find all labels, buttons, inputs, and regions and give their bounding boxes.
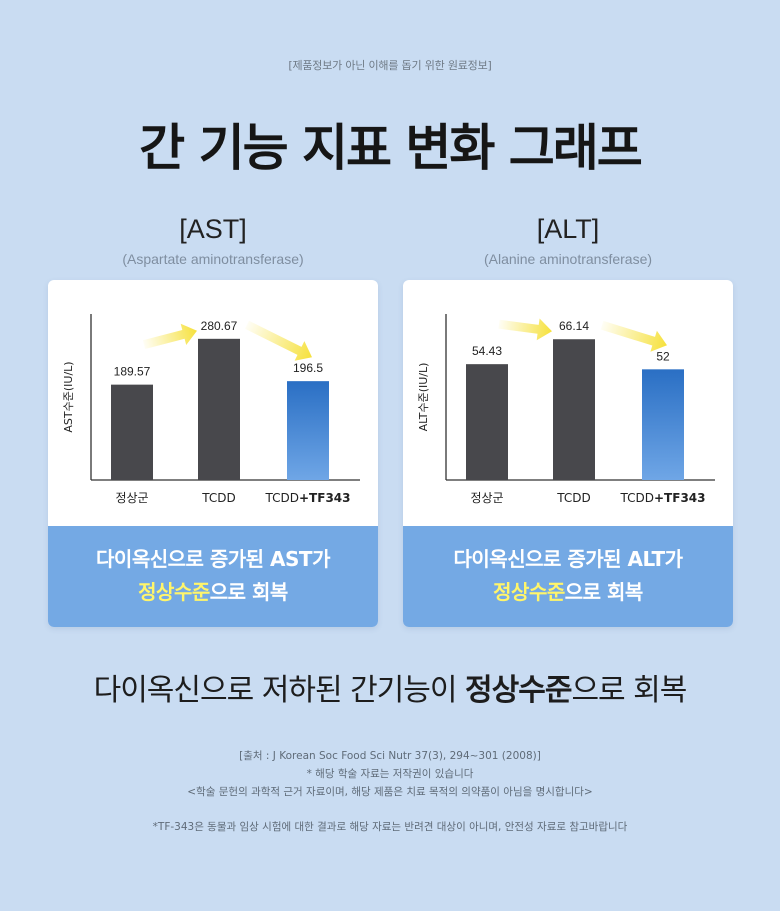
alt-band-rest: 으로 회복 xyxy=(564,580,644,604)
source-line: <학술 문헌의 과학적 근거 자료이며, 해당 제품은 치료 목적의 의약품이 … xyxy=(187,786,593,798)
bar-2 xyxy=(553,339,595,480)
category-label: TCDD xyxy=(201,491,236,505)
summary-bold: 정상수준 xyxy=(465,673,572,708)
category-label: 정상군 xyxy=(470,491,503,505)
ast-chart-title: [AST] xyxy=(179,214,247,244)
alt-bar-chart: ALT수준(IU/L) 54.43 정상군 66.14 TCDD 52 TCDD+TF343 xyxy=(417,314,715,505)
alt-chart-card: ALT수준(IU/L) 54.43 정상군 66.14 TCDD 52 TCDD+TF343… xyxy=(403,280,733,627)
category-label: TCDD+TF343 xyxy=(620,491,706,505)
arrow-down-icon xyxy=(245,320,312,361)
bar-1 xyxy=(111,384,153,480)
bar-1 xyxy=(466,364,508,480)
category-label: 정상군 xyxy=(115,491,148,505)
data-label: 52 xyxy=(656,349,670,363)
bar-3 xyxy=(642,369,684,480)
data-label: 66.14 xyxy=(559,319,589,333)
ast-band-line1: 다이옥신으로 증가된 AST가 xyxy=(96,547,330,571)
bar-3 xyxy=(287,381,329,480)
alt-chart-header: [ALT] (Alanine aminotransferase) xyxy=(403,214,733,267)
source-citation: [출처 : J Korean Soc Food Sci Nutr 37(3), … xyxy=(0,747,780,801)
bar-2 xyxy=(198,338,240,480)
ast-result-band: 다이옥신으로 증가된 AST가 정상수준으로 회복 xyxy=(48,526,378,627)
arrow-up-icon xyxy=(498,318,552,341)
data-label: 280.67 xyxy=(201,319,238,333)
ast-bar-chart: AST수준(IU/L) 189.57 정상군 280.67 TCDD 196.5 TCDD+… xyxy=(62,314,360,505)
alt-band-line1: 다이옥신으로 증가된 ALT가 xyxy=(453,547,683,571)
alt-band-highlight: 정상수준 xyxy=(493,580,565,604)
data-label: 189.57 xyxy=(114,365,151,379)
alt-band-line2: 정상수준으로 회복 xyxy=(403,576,733,609)
summary-suffix: 으로 회복 xyxy=(571,673,687,708)
source-line: [출처 : J Korean Soc Food Sci Nutr 37(3), … xyxy=(239,750,541,762)
page-title: 간 기능 지표 변화 그래프 xyxy=(139,119,643,177)
data-label: 54.43 xyxy=(472,344,502,358)
source-line: * 해당 학술 자료는 저작권이 있습니다 xyxy=(306,768,474,780)
arrow-down-icon xyxy=(600,320,667,352)
alt-result-band: 다이옥신으로 증가된 ALT가 정상수준으로 회복 xyxy=(403,526,733,627)
alt-chart-title: [ALT] xyxy=(536,214,600,244)
summary-prefix: 다이옥신으로 저하된 간기능이 xyxy=(93,673,466,708)
top-note: [제품정보가 아닌 이해를 돕기 위한 원료정보] xyxy=(288,59,492,72)
category-label: TCDD+TF343 xyxy=(265,491,351,505)
category-label: TCDD xyxy=(556,491,591,505)
alt-chart-subtitle: (Alanine aminotransferase) xyxy=(483,251,653,267)
summary-statement: 다이옥신으로 저하된 간기능이 정상수준으로 회복 xyxy=(0,665,780,709)
ast-band-rest: 으로 회복 xyxy=(209,580,289,604)
data-label: 196.5 xyxy=(293,361,323,375)
ast-chart-subtitle: (Aspartate aminotransferase) xyxy=(122,251,304,267)
ast-chart-card: AST수준(IU/L) 189.57 정상군 280.67 TCDD 196.5 TCDD+… xyxy=(48,280,378,627)
footnote: *TF-343은 동물과 임상 시험에 대한 결과로 해당 자료는 반려견 대상… xyxy=(152,821,628,833)
ast-chart-header: [AST] (Aspartate aminotransferase) xyxy=(48,214,378,267)
ast-band-highlight: 정상수준 xyxy=(138,580,210,604)
y-axis-label: ALT수준(IU/L) xyxy=(417,363,430,432)
ast-band-line2: 정상수준으로 회복 xyxy=(48,576,378,609)
y-axis-label: AST수준(IU/L) xyxy=(62,361,75,432)
arrow-up-icon xyxy=(142,323,197,349)
